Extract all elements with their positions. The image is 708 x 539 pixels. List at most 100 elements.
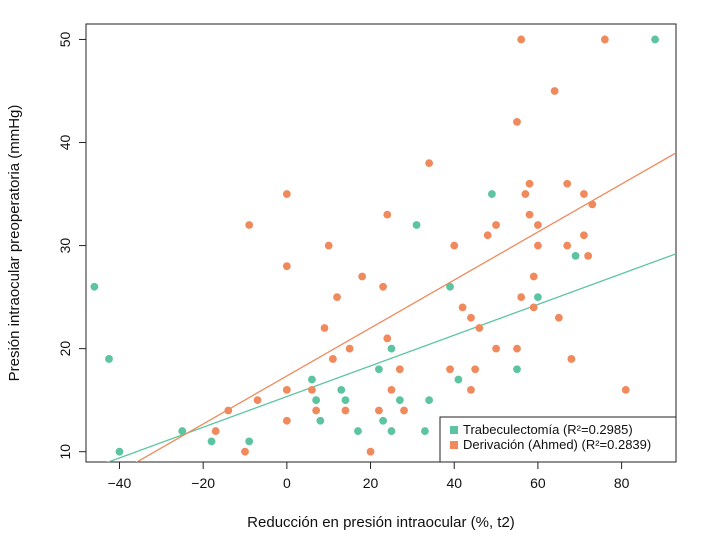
data-point-series-1 [245,221,254,229]
y-axis: 10 20 30 40 50 [57,31,86,459]
data-point-series-1 [492,344,500,353]
data-point-series-1 [567,355,576,363]
y-tick-label: 20 [57,341,73,357]
data-point-series-1 [554,313,563,322]
data-point-series-1 [446,365,454,374]
data-point-series-0 [178,427,187,435]
x-tick-label: −40 [108,475,132,491]
data-point-series-1 [324,241,333,250]
data-point-series-1 [224,406,233,415]
data-point-series-1 [525,179,534,188]
data-point-series-1 [517,35,526,44]
data-point-series-0 [90,282,99,291]
x-tick-label: 0 [283,475,291,491]
data-point-series-1 [425,159,434,168]
legend-label-trabeculectomia: Trabeculectomía (R²=0.2985) [463,422,633,437]
data-point-series-1 [320,324,329,332]
data-point-series-0 [513,365,521,374]
data-point-series-1 [525,210,534,219]
data-point-series-1 [588,200,597,209]
data-point-series-0 [421,427,429,435]
data-point-series-1 [366,447,375,456]
data-point-series-1 [358,272,367,281]
data-point-series-1 [529,303,538,312]
data-point-series-1 [534,241,542,250]
fit-lines [106,152,676,462]
y-tick-label: 50 [57,31,73,47]
data-point-series-1 [333,293,341,302]
x-tick-label: 60 [530,475,546,491]
y-tick-label: 30 [57,238,73,254]
data-point-series-1 [211,427,220,435]
x-axis-title: Reducción en presión intraocular (%, t2) [247,514,515,531]
data-point-series-1 [467,313,475,322]
data-point-series-0 [308,375,316,384]
x-tick-label: 20 [363,475,379,491]
data-point-series-1 [534,221,542,229]
data-point-series-1 [563,179,572,188]
data-point-series-1 [450,241,459,250]
data-point-series-0 [534,293,542,302]
legend-swatch-derivacion [450,441,458,449]
data-point-series-0 [115,447,124,456]
x-tick-label: 80 [614,475,630,491]
data-point-series-1 [308,385,316,394]
data-point-series-1 [328,355,337,363]
data-point-series-1 [458,303,467,312]
data-point-series-1 [341,406,350,415]
legend-label-derivacion: Derivación (Ahmed) (R²=0.2839) [463,437,651,452]
fit-line-series-1 [135,152,676,462]
data-point-series-0 [312,396,321,405]
data-point-series-1 [282,385,291,394]
data-point-series-1 [282,416,291,425]
data-point-series-1 [513,344,521,353]
data-point-series-0 [245,437,254,446]
data-point-series-1 [584,251,593,260]
data-point-series-1 [383,334,392,343]
data-point-series-1 [580,231,588,240]
data-point-series-1 [282,190,291,198]
data-point-series-1 [483,231,492,240]
legend: Trabeculectomía (R²=0.2985) Derivación (… [439,416,677,463]
data-point-series-0 [571,251,580,260]
data-point-series-0 [341,396,350,405]
y-tick-label: 10 [57,444,73,460]
data-point-series-1 [383,210,392,219]
data-point-series-1 [241,447,249,456]
data-point-series-1 [600,35,609,44]
data-point-series-1 [517,293,526,302]
data-point-series-1 [253,396,262,405]
data-point-series-1 [563,241,572,250]
data-point-series-1 [400,406,408,415]
fit-line-series-0 [106,253,676,462]
data-point-series-0 [375,365,383,374]
data-point-series-0 [412,221,421,229]
data-point-series-1 [621,385,630,394]
data-point-series-0 [337,385,346,394]
data-point-series-1 [282,262,291,271]
data-point-series-1 [475,324,484,332]
data-point-series-0 [354,427,362,435]
x-tick-label: 40 [446,475,462,491]
data-point-series-0 [379,416,387,425]
y-tick-label: 40 [57,135,73,151]
data-point-series-0 [395,396,404,405]
data-point-series-1 [580,190,588,198]
data-point-series-1 [513,118,521,126]
data-point-series-1 [395,365,404,374]
data-point-series-0 [105,355,113,363]
data-point-series-1 [529,272,538,281]
data-point-series-1 [312,406,321,415]
plot-frame [85,23,677,463]
points-layer [90,35,659,456]
legend-box [439,416,677,463]
data-point-series-1 [471,365,480,374]
data-point-series-0 [487,190,496,198]
data-point-series-0 [446,282,454,291]
data-point-series-1 [492,221,500,229]
data-point-series-0 [651,35,659,44]
data-point-series-1 [550,87,559,95]
legend-swatch-trabeculectomia [450,426,458,434]
data-point-series-0 [425,396,434,405]
